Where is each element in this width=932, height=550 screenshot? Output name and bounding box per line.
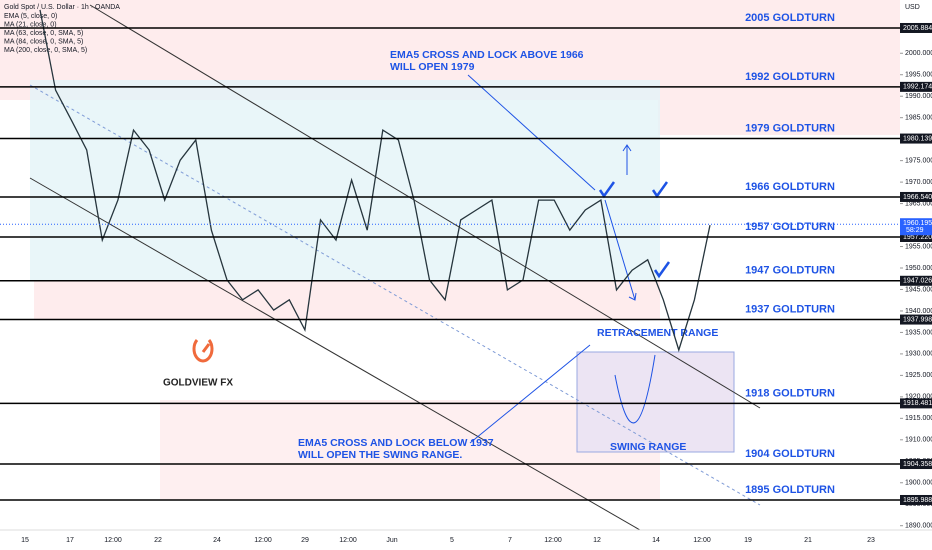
zone [30, 80, 660, 280]
tick-label: 1970.000 [905, 179, 932, 186]
x-tick-label: 12:00 [693, 537, 711, 544]
tick-label: 1915.000 [905, 415, 932, 422]
price-badge-label: 1895.988 [903, 497, 932, 504]
x-tick-label: 12 [593, 537, 601, 544]
price-badge [900, 314, 932, 325]
countdown: 58:29 [906, 227, 924, 234]
tick-label: 1900.000 [905, 480, 932, 487]
tick-label: 1925.000 [905, 372, 932, 379]
tick-label: 1890.000 [905, 523, 932, 530]
goldturn-label: 2005 GOLDTURN [745, 12, 835, 24]
price-badge-label: 2005.884 [903, 25, 932, 32]
tick-label: 1935.000 [905, 329, 932, 336]
x-tick-label: 12:00 [254, 537, 272, 544]
indicator: MA (21, close, 0) [4, 21, 57, 28]
tick-label: 1920.000 [905, 394, 932, 401]
tick-label: 1930.000 [905, 351, 932, 358]
goldturn-label: 1895 GOLDTURN [745, 484, 835, 496]
goldturn-label: 1957 GOLDTURN [745, 221, 835, 233]
swing-arc [614, 354, 656, 424]
midline [29, 84, 761, 506]
annotation: SWING RANGE [610, 441, 686, 453]
indicator: MA (63, close, 0, SMA, 5) [4, 30, 83, 37]
indicator: MA (84, close, 0, SMA, 5) [4, 38, 83, 45]
arrow [467, 74, 596, 191]
logo-mark [192, 339, 214, 363]
goldturn-label: 1966 GOLDTURN [745, 181, 835, 193]
price-badge [900, 231, 932, 242]
tick-label: 1950.000 [905, 265, 932, 272]
channel-line [89, 4, 761, 409]
goldturn-label: 1937 GOLDTURN [745, 303, 835, 315]
price-badge [900, 81, 932, 92]
price-badge-label: 1904.358 [903, 461, 932, 468]
zone [658, 0, 900, 135]
tick-label: 1990.000 [905, 93, 932, 100]
indicator: EMA (5, close, 0) [4, 13, 57, 20]
x-tick-label: 21 [804, 537, 812, 544]
logo: GOLDVIEW FX [163, 378, 233, 389]
checkmarks [598, 181, 671, 279]
tick-label: 1975.000 [905, 157, 932, 164]
tick-label: 1955.000 [905, 243, 932, 250]
annotation: WILL OPEN 1979 [390, 61, 475, 73]
price-badge [900, 398, 932, 409]
price-badge [900, 275, 932, 286]
annotation: WILL OPEN THE SWING RANGE. [298, 449, 462, 461]
tick-label: 1995.000 [905, 72, 932, 79]
tick-label: 1945.000 [905, 286, 932, 293]
range-box [576, 351, 735, 453]
x-tick-label: 24 [213, 537, 221, 544]
tick-label: 1940.000 [905, 308, 932, 315]
x-tick-label: Jun [386, 537, 397, 544]
goldturn-label: 1979 GOLDTURN [745, 122, 835, 134]
x-tick-label: 29 [301, 537, 309, 544]
x-tick-label: 7 [508, 537, 512, 544]
price-badge [900, 459, 932, 470]
price-badge [900, 494, 932, 505]
unit: USD [905, 4, 920, 11]
x-tick-label: 22 [154, 537, 162, 544]
goldturn-label: 1992 GOLDTURN [745, 71, 835, 83]
x-tick-label: 5 [450, 537, 454, 544]
price-badge [900, 133, 932, 144]
goldturn-label: 1918 GOLDTURN [745, 387, 835, 399]
annotation: RETRACEMENT RANGE [597, 327, 718, 339]
x-tick-label: 14 [652, 537, 660, 544]
indicator: MA (200, close, 0, SMA, 5) [4, 47, 87, 54]
x-tick-label: 23 [867, 537, 875, 544]
price-badge [900, 22, 932, 33]
annotation: EMA5 CROSS AND LOCK BELOW 1937 [298, 437, 494, 449]
price-badge [900, 191, 932, 202]
tick-label: 1965.000 [905, 200, 932, 207]
arrow [604, 144, 637, 301]
price-badge-label: 1937.998 [903, 316, 932, 323]
goldturn-label: 1904 GOLDTURN [745, 448, 835, 460]
goldturn-label: 1947 GOLDTURN [745, 265, 835, 277]
x-tick-label: 12:00 [544, 537, 562, 544]
price-line [39, 9, 711, 353]
price-badge-label: 1947.026 [903, 278, 932, 285]
annotation: EMA5 CROSS AND LOCK ABOVE 1966 [390, 49, 584, 61]
tick-label: 1985.000 [905, 115, 932, 122]
tick-label: 1910.000 [905, 437, 932, 444]
x-tick-label: 19 [744, 537, 752, 544]
arrow [469, 344, 591, 444]
price-badge-label: 1966.540 [903, 194, 932, 201]
price-badge-label: 1980.139 [903, 135, 932, 142]
tick-label: 2000.000 [905, 50, 932, 57]
x-tick-label: 12:00 [339, 537, 357, 544]
x-tick-label: 12:00 [104, 537, 122, 544]
x-tick-label: 15 [21, 537, 29, 544]
price-badge-label: 1918.481 [903, 400, 932, 407]
symbol: Gold Spot / U.S. Dollar · 1h · OANDA [4, 4, 120, 11]
x-tick-label: 17 [66, 537, 74, 544]
price-badge-label: 1957.220 [903, 234, 932, 241]
zone [34, 280, 660, 320]
price-badge-label: 1992.174 [903, 84, 932, 91]
current-badge [900, 218, 932, 236]
current-price: 1960.195 [903, 220, 932, 227]
